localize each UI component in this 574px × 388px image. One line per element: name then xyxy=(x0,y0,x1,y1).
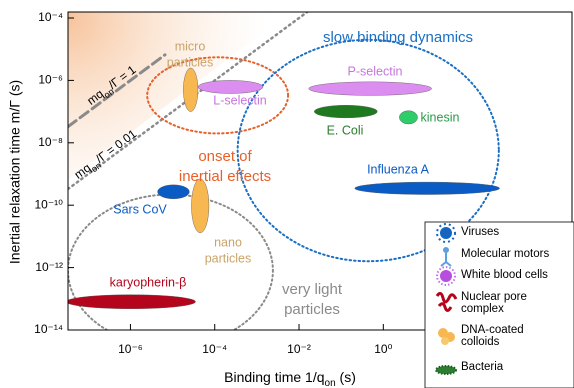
object-label: particles xyxy=(205,251,252,265)
object xyxy=(308,81,432,96)
y-tick-label: 10⁻¹² xyxy=(35,260,63,274)
region-label: particles xyxy=(284,301,340,318)
legend-label: Viruses xyxy=(461,226,499,238)
x-label-rest: (s) xyxy=(336,369,356,385)
icon-colloid xyxy=(438,328,455,345)
object-label: particles xyxy=(167,55,214,69)
object-label: karyopherin-β xyxy=(110,275,187,289)
region xyxy=(236,38,500,263)
object-label: E. Coli xyxy=(327,123,364,137)
x-axis-label: Binding time 1/qon (s) xyxy=(224,369,356,388)
icon-wbc xyxy=(436,266,456,286)
object xyxy=(399,110,418,125)
legend-label: complex xyxy=(461,303,504,315)
y-tick-label: 10⁻¹⁰ xyxy=(35,197,64,211)
x-tick-label: 10⁰ xyxy=(374,342,392,356)
x-tick-label: 10⁻⁴ xyxy=(202,342,227,356)
plot-frame xyxy=(67,11,573,331)
y-tick-label: 10⁻⁸ xyxy=(38,135,63,149)
object xyxy=(354,181,500,195)
region-label: onset of xyxy=(198,148,252,165)
legend-label: Molecular motors xyxy=(461,248,549,260)
object-label: P-selectin xyxy=(348,64,403,78)
object xyxy=(157,184,190,200)
icon-virus xyxy=(436,223,456,243)
object xyxy=(183,67,199,112)
y-tick-label: 10⁻⁴ xyxy=(38,10,63,24)
icon-pore xyxy=(435,291,458,312)
x-tick-label: 10⁻² xyxy=(287,342,311,356)
x-label-text: Binding time 1/q xyxy=(224,369,324,385)
ratio-line xyxy=(68,12,310,191)
inertial-glow xyxy=(68,12,290,180)
legend-label: colloids xyxy=(461,336,500,348)
y-axis-label: Inertial relaxation time m/Γ (s) xyxy=(7,80,23,264)
icon-bacteria xyxy=(435,365,457,375)
legend-label: Nuclear pore xyxy=(461,291,527,303)
object xyxy=(314,105,378,119)
ratio-label-sub: on xyxy=(89,161,103,175)
x-tick-label: 10⁻⁶ xyxy=(118,342,143,356)
region-label: inertial effects xyxy=(179,168,271,185)
object-label: L-selectin xyxy=(213,93,267,107)
y-tick-label: 10⁻¹⁴ xyxy=(34,322,63,336)
icon-motor xyxy=(440,247,452,267)
legend-label: White blood cells xyxy=(461,269,548,281)
object-label: kinesin xyxy=(421,110,460,124)
region-label: slow binding dynamics xyxy=(323,29,473,46)
region-label: very light xyxy=(282,281,343,298)
object-label: nano xyxy=(214,235,242,249)
legend-label: Bacteria xyxy=(461,361,504,373)
ratio-label-sub: on xyxy=(102,87,116,101)
object-label: micro xyxy=(175,39,206,53)
legend-label: DNA-coated xyxy=(461,324,524,336)
region xyxy=(146,56,290,135)
legend-box xyxy=(424,221,574,388)
object xyxy=(191,178,210,234)
x-label-sub: on xyxy=(325,378,336,388)
object xyxy=(68,294,196,309)
object-label: Influenza A xyxy=(367,162,430,176)
ratio-line xyxy=(68,53,167,129)
object-label: Sars CoV xyxy=(113,202,167,216)
object xyxy=(197,80,264,94)
y-tick-label: 10⁻⁶ xyxy=(38,73,63,87)
